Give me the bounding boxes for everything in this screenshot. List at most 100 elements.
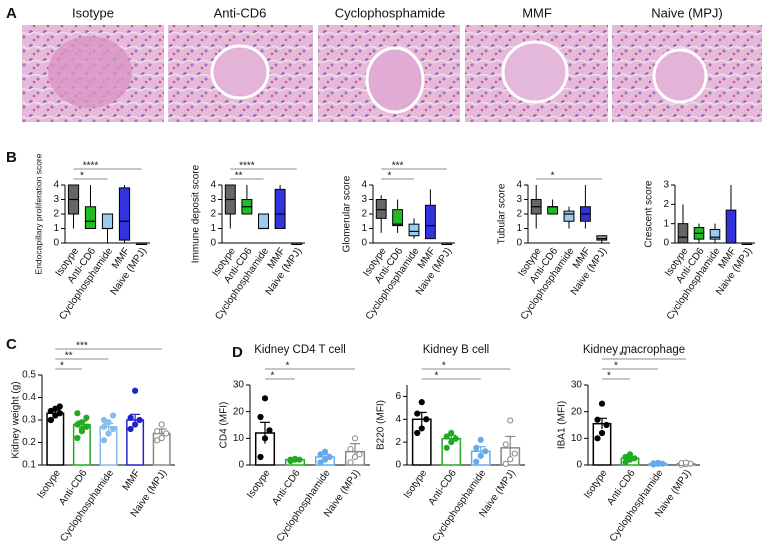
y-axis-label: B220 (MFI)	[376, 400, 387, 450]
data-point	[594, 416, 601, 423]
data-point	[347, 459, 354, 466]
data-point	[603, 421, 610, 429]
glomerulus	[652, 48, 708, 104]
data-point	[473, 458, 480, 465]
panel-label: D	[232, 344, 243, 361]
y-tick-label: 30	[571, 380, 583, 391]
bar	[592, 422, 612, 466]
data-point	[127, 414, 134, 421]
histology-images	[22, 25, 762, 122]
data-point	[78, 425, 86, 433]
x-tick-label: MMF	[121, 468, 143, 493]
data-point	[158, 434, 165, 442]
data-point	[56, 410, 63, 417]
data-point	[132, 387, 139, 394]
significance-label: *	[614, 361, 618, 372]
data-point	[598, 400, 606, 407]
data-point	[56, 403, 63, 410]
y-axis-label: Kidney weight (g)	[11, 381, 22, 458]
y-tick-label: 0.3	[22, 415, 36, 426]
x-tick-label: Isotype	[245, 468, 273, 501]
y-tick-label: 0	[238, 460, 244, 471]
data-point	[74, 434, 81, 442]
data-point	[261, 395, 269, 402]
data-point	[414, 410, 421, 417]
data-point	[100, 423, 108, 430]
box	[101, 213, 114, 229]
x-tick-label: Cyclophosphamide	[431, 468, 489, 543]
glomerulus	[501, 40, 569, 104]
x-tick-label: Isotype	[35, 468, 63, 501]
y-tick-label: 0	[210, 238, 216, 249]
data-point	[626, 451, 634, 458]
y-tick-label: 4	[210, 180, 216, 191]
panel-label: C	[6, 336, 17, 353]
chart-title: Kidney B cell	[423, 344, 489, 356]
data-point	[594, 435, 601, 442]
y-tick-label: 3	[361, 194, 367, 205]
box	[563, 210, 575, 222]
image-label: MMF	[522, 5, 552, 20]
significance-label: **	[235, 171, 243, 182]
data-point	[502, 460, 509, 467]
y-tick-label: 0.1	[22, 460, 36, 471]
y-tick-label: 4	[361, 180, 367, 191]
y-tick-label: 0	[361, 238, 367, 249]
data-point	[257, 453, 264, 461]
y-tick-label: 3	[210, 194, 216, 205]
image-label: Cyclophosphamide	[335, 5, 446, 20]
y-tick-label: 4	[516, 180, 522, 191]
data-point	[418, 399, 425, 406]
data-point	[502, 441, 509, 448]
y-tick-label: 2	[516, 209, 522, 220]
y-axis-label: Glomerular score	[342, 175, 353, 252]
data-point	[132, 421, 139, 428]
y-tick-label: 3	[53, 194, 59, 205]
glomerulus	[48, 36, 132, 108]
data-point	[321, 456, 329, 463]
glomerulus	[210, 44, 270, 100]
data-point	[257, 413, 264, 421]
box	[725, 209, 737, 244]
data-point	[507, 417, 514, 424]
y-tick-label: 6	[395, 391, 401, 402]
box	[274, 188, 286, 230]
y-tick-label: 0.4	[22, 392, 36, 403]
significance-label: *	[60, 361, 64, 372]
y-tick-label: 1	[361, 223, 367, 234]
y-tick-label: 3	[516, 194, 522, 205]
data-point	[158, 421, 165, 428]
x-tick-label: Isotype	[402, 468, 430, 501]
significance-label: ***	[392, 161, 404, 172]
y-tick-label: 2	[210, 209, 216, 220]
x-tick-label: Isotype	[582, 468, 610, 501]
x-tick-label: Anti-CD6	[427, 468, 460, 508]
y-tick-label: 1	[663, 218, 669, 229]
significance-label: *	[80, 171, 84, 182]
significance-label: **	[65, 351, 73, 362]
box	[677, 223, 689, 244]
y-tick-label: 0	[516, 238, 522, 249]
significance-label: *	[435, 371, 439, 382]
significance-label: *	[387, 171, 391, 182]
data-point	[317, 451, 324, 458]
data-point	[321, 448, 329, 455]
significance-label: *	[286, 361, 290, 372]
box	[408, 223, 420, 237]
x-tick-label: Anti-CD6	[270, 468, 303, 508]
data-point	[448, 439, 455, 446]
significance-label: ****	[239, 161, 255, 172]
data-point	[452, 435, 459, 442]
box	[596, 235, 608, 241]
y-tick-label: 0	[53, 238, 59, 249]
data-point	[347, 445, 354, 453]
data-point	[109, 425, 117, 433]
data-point	[443, 433, 450, 440]
y-tick-label: 2	[663, 199, 669, 210]
box	[392, 209, 404, 227]
box	[424, 204, 436, 240]
data-point	[47, 416, 54, 424]
data-point	[266, 427, 273, 434]
y-axis-label: Crescent score	[644, 180, 655, 248]
